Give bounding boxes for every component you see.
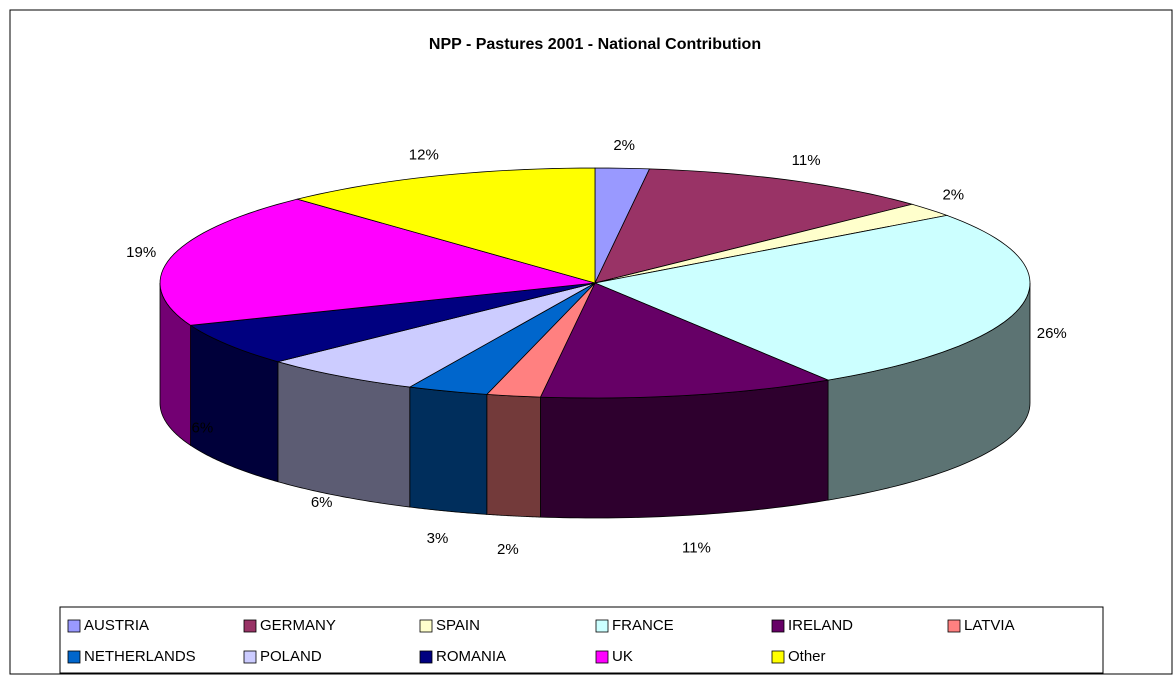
chart-title: NPP - Pastures 2001 - National Contribut… (429, 36, 761, 53)
legend-label: FRANCE (612, 617, 674, 634)
legend-label: POLAND (260, 648, 322, 665)
legend-box (59, 606, 1104, 674)
legend-label: UK (612, 648, 633, 665)
legend-swatch (771, 650, 785, 664)
data-label: 6% (192, 420, 214, 437)
data-label: 11% (792, 152, 821, 169)
data-label: 6% (311, 494, 333, 511)
slice (593, 214, 1031, 381)
legend-swatch (947, 619, 961, 633)
slice-side (540, 379, 829, 519)
legend-swatch (243, 619, 257, 633)
legend-label: GERMANY (260, 617, 336, 634)
legend-label: Other (788, 648, 826, 665)
slice-side (409, 386, 488, 515)
data-label: 12% (409, 147, 439, 164)
slice (408, 282, 596, 395)
legend-swatch (771, 619, 785, 633)
slice (594, 168, 914, 284)
legend-label: LATVIA (964, 617, 1015, 634)
legend-swatch (595, 619, 609, 633)
data-label: 26% (1037, 325, 1067, 342)
legend-label: SPAIN (436, 617, 480, 634)
legend-swatch (67, 619, 81, 633)
legend-swatch (67, 650, 81, 664)
legend-swatch (595, 650, 609, 664)
slice (276, 282, 596, 388)
slice (159, 198, 596, 326)
slice-side (486, 393, 541, 518)
legend-swatch (243, 650, 257, 664)
data-label: 11% (682, 539, 711, 556)
data-label: 2% (942, 187, 964, 204)
legend-swatch (419, 619, 433, 633)
data-label: 2% (613, 137, 635, 154)
slice (539, 282, 830, 399)
data-label: 19% (126, 244, 156, 261)
slice (295, 167, 596, 284)
slice (189, 282, 596, 363)
legend-label: IRELAND (788, 617, 853, 634)
legend-swatch (419, 650, 433, 664)
legend-label: NETHERLANDS (84, 648, 196, 665)
data-label: 3% (427, 530, 449, 547)
legend-label: AUSTRIA (84, 617, 149, 634)
legend-label: ROMANIA (436, 648, 506, 665)
data-label: 2% (497, 541, 519, 558)
